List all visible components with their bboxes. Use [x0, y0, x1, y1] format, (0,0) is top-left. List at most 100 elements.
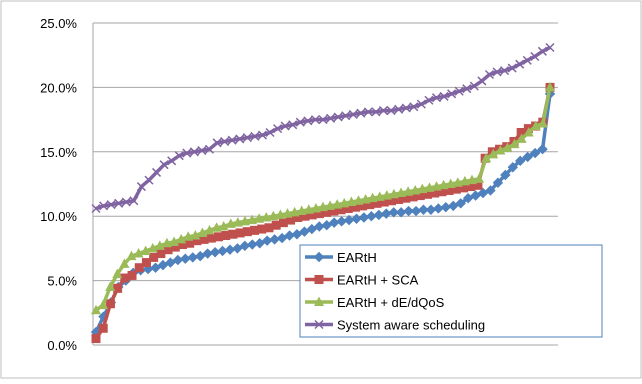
data-point — [318, 115, 328, 125]
data-point — [91, 334, 101, 344]
data-point — [314, 209, 324, 219]
data-point — [509, 138, 520, 149]
data-point — [265, 127, 275, 138]
data-point — [545, 81, 555, 92]
data-point — [204, 224, 215, 235]
data-point — [288, 120, 298, 130]
data-point — [416, 99, 426, 109]
data-point — [522, 55, 532, 65]
data-point — [218, 221, 229, 231]
legend-box — [299, 244, 603, 338]
data-point — [299, 226, 310, 237]
data-point — [157, 259, 169, 271]
data-point — [185, 238, 195, 248]
data-point — [439, 91, 449, 101]
data-point — [254, 238, 265, 249]
data-point — [346, 196, 357, 207]
series-earth — [90, 88, 556, 338]
data-point — [474, 173, 485, 183]
data-point — [469, 81, 479, 91]
data-point — [154, 240, 165, 250]
data-point — [169, 236, 180, 246]
data-point — [120, 273, 130, 283]
data-point — [314, 319, 324, 330]
data-point — [161, 237, 172, 248]
data-point — [105, 299, 115, 309]
data-point — [235, 228, 245, 238]
data-point — [484, 69, 494, 80]
data-point — [477, 187, 489, 199]
data-point — [126, 250, 137, 261]
data-point — [321, 220, 332, 231]
data-point — [454, 86, 464, 96]
data-point — [221, 231, 231, 241]
data-point — [232, 217, 243, 227]
data-point — [113, 283, 123, 293]
data-point — [360, 193, 371, 204]
data-point — [300, 211, 310, 221]
data-point — [98, 299, 109, 310]
data-point — [348, 109, 358, 119]
data-point — [156, 249, 166, 259]
data-point — [271, 220, 281, 230]
data-point — [183, 231, 194, 241]
data-point — [444, 185, 454, 195]
data-point — [431, 181, 442, 191]
data-point — [182, 148, 192, 158]
data-point — [150, 262, 161, 273]
data-point — [91, 304, 101, 315]
data-point — [98, 323, 108, 333]
data-point — [273, 124, 283, 134]
data-point — [455, 198, 466, 209]
data-point — [529, 147, 541, 159]
data-point — [289, 206, 300, 217]
data-point — [516, 133, 527, 143]
data-point — [190, 230, 201, 240]
data-point — [473, 180, 483, 190]
data-point — [322, 207, 332, 217]
data-point — [353, 195, 364, 205]
y-tick-label: 5.0% — [47, 274, 77, 289]
data-point — [194, 250, 206, 262]
data-point — [537, 117, 548, 128]
data-point — [133, 248, 144, 258]
data-point — [418, 204, 429, 215]
data-point — [537, 144, 548, 155]
data-point — [326, 113, 336, 123]
data-point — [358, 201, 368, 211]
data-point — [170, 242, 180, 252]
data-point — [495, 145, 506, 155]
data-point — [303, 116, 313, 126]
data-point — [502, 142, 513, 152]
data-point — [459, 175, 470, 186]
data-point — [410, 184, 421, 195]
data-point — [293, 212, 303, 222]
data-point — [523, 126, 534, 137]
data-point — [268, 210, 279, 221]
data-point — [415, 191, 425, 201]
data-point — [388, 188, 399, 199]
data-point — [286, 215, 296, 225]
data-point — [140, 245, 151, 255]
data-point — [481, 152, 492, 163]
data-point — [167, 156, 177, 166]
data-point — [91, 203, 101, 214]
data-point — [488, 148, 499, 159]
legend-entry: EARtH + dE/dQoS — [305, 295, 445, 310]
data-point — [332, 199, 343, 209]
data-point — [275, 209, 286, 219]
data-point — [254, 213, 265, 223]
data-point — [452, 177, 463, 187]
data-point — [152, 167, 162, 177]
data-point — [381, 190, 392, 200]
y-tick-label: 0.0% — [47, 338, 77, 353]
series-earth-de-dqos — [91, 81, 555, 315]
data-point — [242, 133, 252, 143]
data-point — [212, 138, 222, 148]
data-point — [307, 210, 317, 220]
legend-label: EARtH — [337, 250, 377, 265]
data-point — [134, 263, 144, 273]
data-point — [466, 174, 477, 185]
data-point — [388, 207, 399, 218]
data-point — [445, 178, 456, 188]
